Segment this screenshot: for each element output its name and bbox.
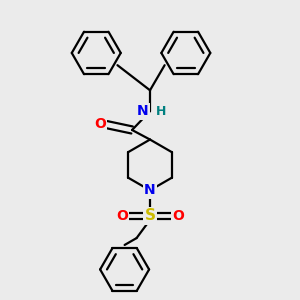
Text: S: S bbox=[145, 208, 155, 223]
Text: O: O bbox=[94, 117, 106, 131]
Text: O: O bbox=[172, 209, 184, 223]
Text: O: O bbox=[116, 209, 128, 223]
Text: N: N bbox=[137, 104, 148, 118]
Text: N: N bbox=[144, 183, 156, 197]
Text: H: H bbox=[156, 105, 167, 118]
